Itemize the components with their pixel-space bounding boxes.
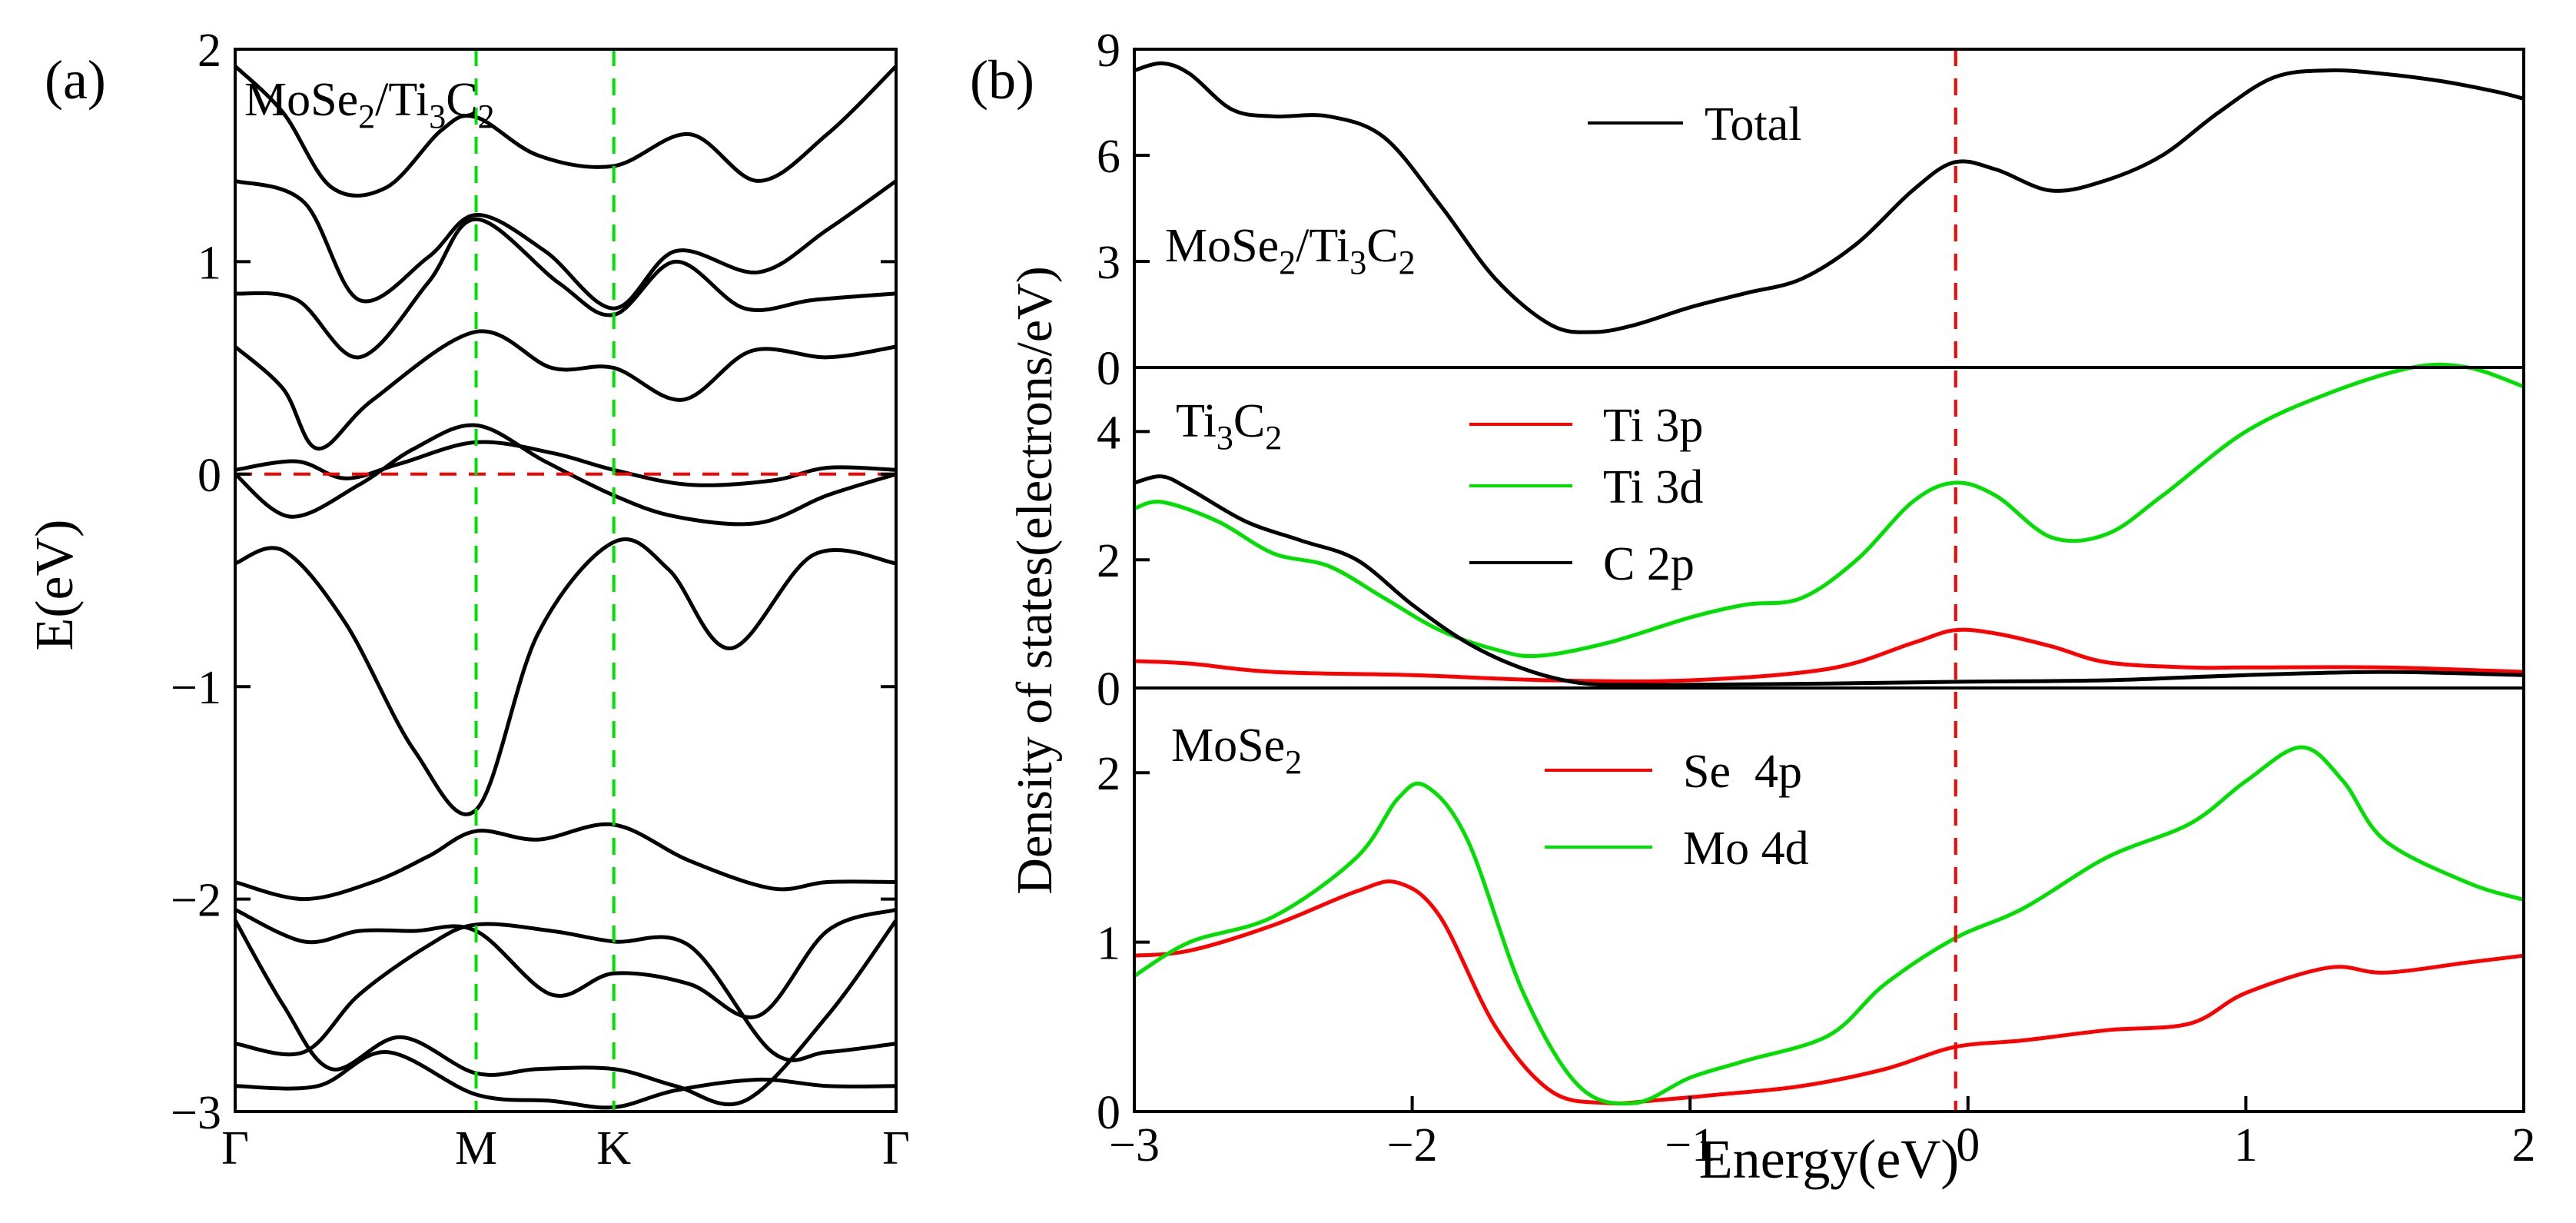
- band-2: [234, 423, 897, 527]
- band-y-tick-label: 1: [198, 237, 221, 289]
- band-7: [234, 65, 898, 198]
- band-12: [234, 1050, 897, 1110]
- band-x-tick-label: Γ: [221, 1122, 249, 1175]
- band-9: [234, 907, 897, 1019]
- dos-x-tick-label: −3: [1109, 1119, 1160, 1171]
- panel-label-a: (a): [45, 49, 106, 111]
- dos-x-tick-label: 2: [2512, 1119, 2536, 1171]
- dos-curve-ti3c2-3: [1134, 474, 2525, 687]
- band-y-tick-label: −2: [171, 875, 221, 927]
- band-5: [234, 217, 897, 360]
- band-8: [234, 822, 897, 902]
- legend-label-mo-4d: Mo 4d: [1683, 823, 1809, 875]
- dos-panel: 0 3 6 9 0 2 4 0 0 1 2 −3 −2 −1 0 1 2 (b) Density of sta…: [970, 25, 2536, 1190]
- band-structure-title: MoSe2/Ti3C2: [244, 74, 495, 135]
- band-y-tick-label: 0: [198, 450, 221, 502]
- legend-label-total: Total: [1705, 98, 1802, 151]
- legend-ti3c2: Ti 3p Ti 3d C 2p: [1469, 400, 1703, 590]
- dos-x-tick-label: −2: [1387, 1119, 1438, 1171]
- dos-y-tick-label: 0: [1097, 1087, 1120, 1139]
- band-lines: [233, 65, 898, 1110]
- dos-mose2-panel-label: MoSe2: [1171, 720, 1302, 781]
- band-structure-frame: [234, 48, 898, 1113]
- band-y-tick-label: −1: [171, 662, 221, 714]
- legend-label-se-4p: Se 4p: [1683, 746, 1802, 798]
- dos-y-tick-label: 2: [1097, 535, 1120, 587]
- dos-y-tick-label: 6: [1097, 131, 1120, 183]
- legend-mose2: Se 4p Mo 4d: [1545, 746, 1809, 875]
- band-x-tick-label: K: [596, 1122, 631, 1175]
- dos-curve-total-1: [1134, 61, 2525, 334]
- legend-label-c-2p: C 2p: [1603, 538, 1695, 590]
- dos-ti3c2-panel-label: Ti3C2: [1176, 395, 1282, 457]
- dos-curve-ti3c2-2: [1134, 362, 2525, 659]
- dos-x-tick-label: 0: [1956, 1119, 1980, 1171]
- dos-y-tick-label: 0: [1097, 343, 1120, 395]
- legend-total: Total: [1588, 98, 1802, 151]
- dos-curve-ti3c2-1: [1134, 627, 2525, 683]
- dos-y-tick-label: 3: [1097, 237, 1120, 289]
- band-structure-panel: 2 1 0 −1 −2 −3 Γ M K Γ (a) E(eV) MoSe2/Ti3C2: [25, 25, 910, 1175]
- band-structure-y-ticks: 2 1 0 −1 −2 −3: [171, 25, 896, 1139]
- dos-x-tick-label: 1: [2234, 1119, 2258, 1171]
- panel-label-b: (b): [970, 49, 1034, 111]
- dos-y-tick-label: 2: [1097, 748, 1120, 800]
- dos-curves: [1133, 61, 2525, 1106]
- band-4: [234, 329, 897, 451]
- band-11: [234, 922, 897, 1062]
- band-structure-y-axis-label: E(eV): [25, 519, 85, 650]
- dos-x-ticks: −3 −2 −1 0 1 2: [1109, 1096, 2536, 1171]
- band-x-tick-label: M: [455, 1122, 497, 1175]
- dos-x-tick-label: −1: [1665, 1119, 1715, 1171]
- band-x-tick-label: Γ: [882, 1122, 910, 1175]
- dos-curve-mose2-1: [1134, 879, 2525, 1105]
- band-3: [234, 440, 897, 487]
- dos-y-axis-label: Density of states(electrons/eV): [1007, 266, 1063, 894]
- dos-y-tick-label: 0: [1097, 663, 1120, 716]
- band-y-tick-label: −3: [171, 1087, 221, 1139]
- dos-x-axis-label: Energy(eV): [1699, 1128, 1960, 1190]
- dos-curve-mose2-2: [1133, 745, 2525, 1106]
- legend-label-ti-3d: Ti 3d: [1603, 461, 1703, 513]
- dos-y-tick-label: 9: [1097, 25, 1120, 77]
- dos-y-tick-label: 1: [1097, 918, 1120, 970]
- band-y-tick-label: 2: [198, 25, 221, 77]
- dos-frame: [1133, 48, 2525, 1113]
- dos-total-panel-label: MoSe2/Ti3C2: [1165, 220, 1416, 281]
- dos-y-tick-label: 4: [1097, 407, 1120, 459]
- dos-y-tick-label: 0: [1097, 343, 1120, 395]
- band-1: [234, 537, 897, 816]
- legend-label-ti-3p: Ti 3p: [1603, 400, 1703, 452]
- band-6: [234, 178, 898, 311]
